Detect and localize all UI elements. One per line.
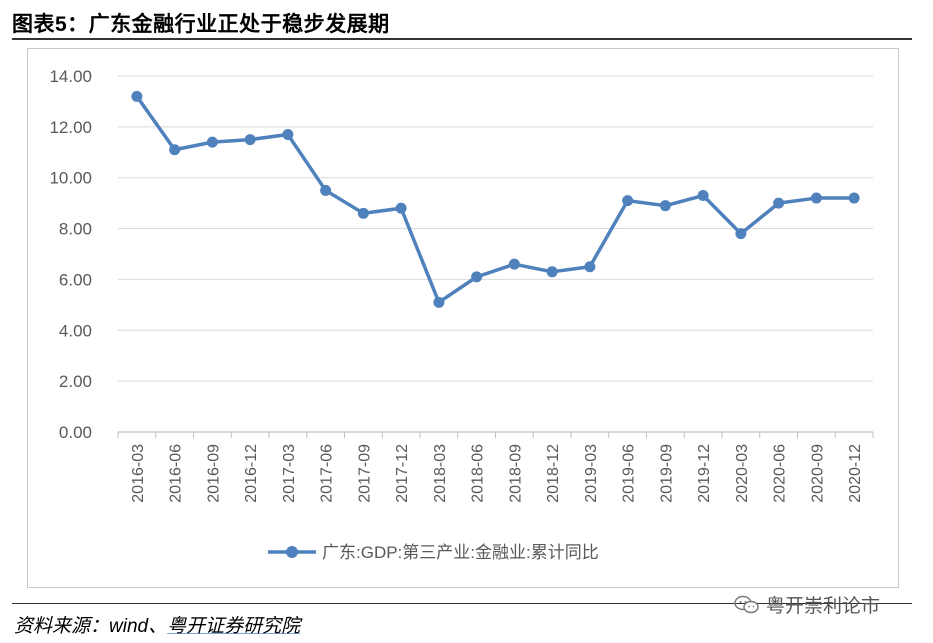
x-tick-label: 2019-06 bbox=[621, 444, 638, 503]
source-note: 资料来源：wind、粤开证券研究院 bbox=[14, 611, 300, 638]
gridlines bbox=[118, 75, 873, 382]
x-tick-label: 2016-06 bbox=[168, 444, 185, 503]
data-point bbox=[622, 195, 634, 207]
y-tick-label: 6.00 bbox=[59, 270, 92, 289]
x-tick-label: 2016-03 bbox=[130, 444, 147, 503]
y-tick-label: 4.00 bbox=[59, 321, 92, 340]
x-tick-label: 2018-03 bbox=[432, 444, 449, 503]
data-point bbox=[659, 200, 671, 212]
x-tick-label: 2018-09 bbox=[507, 444, 524, 503]
x-tick-label: 2019-12 bbox=[696, 444, 713, 503]
source-org-link[interactable]: 粤开证券研究院 bbox=[167, 616, 301, 637]
data-point bbox=[131, 90, 143, 102]
source-prefix: 资料来源：wind、 bbox=[14, 616, 168, 637]
data-point bbox=[697, 190, 709, 202]
series-layer bbox=[131, 90, 860, 308]
data-point bbox=[395, 202, 407, 214]
data-point bbox=[206, 136, 218, 148]
data-point bbox=[471, 271, 483, 283]
figure-title: 图表5：广东金融行业正处于稳步发展期 bbox=[12, 13, 390, 36]
legend-label: 广东:GDP:第三产业:金融业:累计同比 bbox=[322, 543, 599, 562]
data-point bbox=[546, 266, 558, 278]
data-point bbox=[735, 228, 747, 240]
data-point bbox=[810, 192, 822, 204]
legend-marker bbox=[286, 546, 298, 558]
x-tick-label: 2020-09 bbox=[809, 444, 826, 503]
x-tick-label: 2017-09 bbox=[356, 444, 373, 503]
axes: 0.00 2.00 4.00 6.00 8.00 10.00 12.00 14.00 2016-… bbox=[49, 67, 874, 503]
x-tick-label: 2020-12 bbox=[847, 444, 864, 503]
x-tick-label: 2017-03 bbox=[281, 444, 298, 503]
data-point bbox=[357, 207, 369, 219]
data-point bbox=[282, 128, 294, 140]
data-point bbox=[320, 184, 332, 196]
data-point bbox=[584, 261, 596, 273]
y-tick-label: 2.00 bbox=[59, 372, 92, 391]
data-point bbox=[848, 192, 860, 204]
x-tick-label: 2016-12 bbox=[243, 444, 260, 503]
y-tick-label: 12.00 bbox=[49, 118, 92, 137]
title-divider bbox=[12, 38, 912, 40]
x-tick-label: 2017-06 bbox=[319, 444, 336, 503]
x-tick-label: 2018-12 bbox=[545, 444, 562, 503]
x-tick-label: 2019-09 bbox=[658, 444, 675, 503]
chart-frame bbox=[27, 48, 899, 588]
footer-divider bbox=[12, 603, 912, 604]
data-point bbox=[433, 296, 445, 308]
x-tick-label: 2018-06 bbox=[470, 444, 487, 503]
legend: 广东:GDP:第三产业:金融业:累计同比 bbox=[268, 543, 599, 562]
x-tick-label: 2019-03 bbox=[583, 444, 600, 503]
line-chart: 0.00 2.00 4.00 6.00 8.00 10.00 12.00 14.00 2016-… bbox=[49, 67, 874, 562]
x-tick-label: 2020-03 bbox=[734, 444, 751, 503]
data-point bbox=[244, 134, 256, 146]
y-tick-label: 14.00 bbox=[49, 67, 92, 86]
watermark: 粤开崇利论市 bbox=[734, 591, 880, 618]
y-tick-label: 8.00 bbox=[59, 220, 92, 239]
data-point bbox=[773, 197, 785, 209]
y-tick-label: 0.00 bbox=[59, 423, 92, 442]
wechat-icon bbox=[734, 595, 759, 613]
data-point bbox=[169, 144, 181, 156]
data-point bbox=[508, 258, 520, 270]
x-tick-label: 2016-09 bbox=[205, 444, 222, 503]
x-tick-label: 2017-12 bbox=[394, 444, 411, 503]
series-line bbox=[135, 95, 855, 305]
watermark-text: 粤开崇利论市 bbox=[766, 596, 881, 617]
y-tick-label: 10.00 bbox=[49, 169, 92, 188]
x-tick-label: 2020-06 bbox=[772, 444, 789, 503]
